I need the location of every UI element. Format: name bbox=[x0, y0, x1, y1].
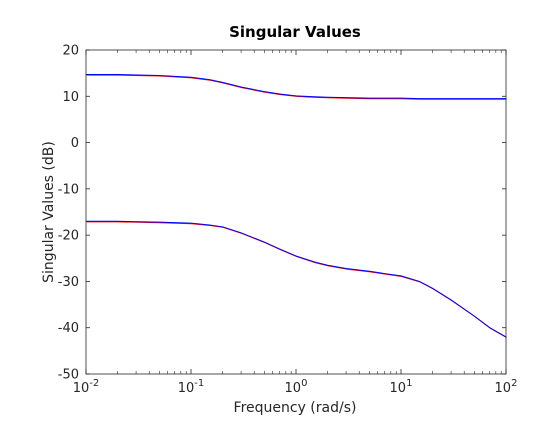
tick-labels: -50 -40 -30 -20 -10 0 10 20 10-2 10-1 100 101 102 bbox=[58, 44, 518, 397]
x-tick-label: 10-2 bbox=[73, 378, 100, 396]
y-tick-label: 10 bbox=[62, 90, 79, 105]
y-tick-label: 20 bbox=[62, 44, 79, 59]
x-tick-label: 10-1 bbox=[178, 378, 205, 396]
x-axis-title: Frequency (rad/s) bbox=[234, 400, 357, 416]
plot-background bbox=[86, 50, 506, 374]
y-axis-title: Singular Values (dB) bbox=[41, 141, 57, 283]
series-line-1 bbox=[86, 74, 506, 100]
chart-title: Singular Values bbox=[229, 23, 361, 41]
y-tick-label: -30 bbox=[58, 275, 79, 290]
y-tick-label: -50 bbox=[58, 368, 79, 383]
x-tick-label: 102 bbox=[495, 378, 518, 396]
plot-area bbox=[86, 50, 507, 374]
y-tick-label: -20 bbox=[58, 229, 79, 244]
axes bbox=[85, 49, 507, 375]
series-line-shadow-1 bbox=[86, 74, 507, 100]
y-tick-label: -10 bbox=[58, 182, 79, 197]
y-tick-label: 0 bbox=[71, 136, 79, 151]
x-tick-label: 101 bbox=[390, 378, 413, 396]
y-tick-label: -40 bbox=[58, 321, 79, 336]
series-line-2 bbox=[86, 220, 507, 338]
x-tick-label: 100 bbox=[285, 378, 308, 396]
